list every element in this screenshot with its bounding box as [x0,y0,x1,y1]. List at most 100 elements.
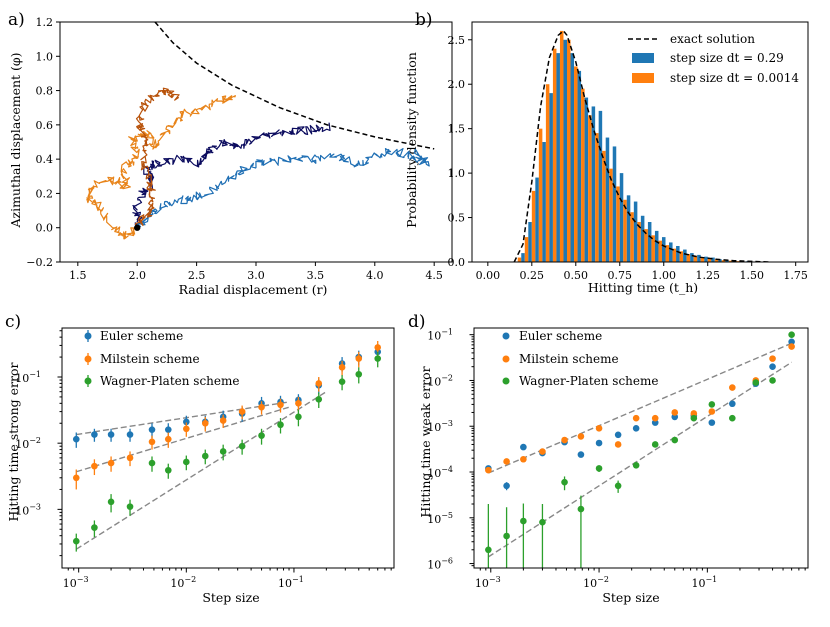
wagner-platen-scheme-point [578,506,585,513]
milstein-scheme-point [485,467,492,474]
panel-b-plot [514,31,769,262]
milstein-scheme-point [633,415,640,422]
panel-d-label: d) [408,312,426,332]
legend-dt0014-swatch [632,73,654,83]
panel-b-legend: exact solution step size dt = 0.29 step … [628,32,799,85]
fit-line [488,362,791,557]
legend-d-euler-label: Euler scheme [519,329,602,343]
panel-c-ytick-label: 10−3 [15,502,41,517]
euler-scheme-point [503,482,510,489]
milstein-scheme-point [596,425,603,432]
wagner-platen-scheme-point [485,546,492,553]
panel-b-ylabel: Probability density function [404,52,419,228]
hist-bar-dt029 [613,146,617,262]
milstein-scheme-point [355,355,362,362]
brownian-path-1 [133,123,330,228]
legend-d-wp-marker [503,378,510,385]
wagner-platen-scheme-point [165,467,172,474]
wagner-platen-scheme-point [788,331,795,338]
panel-d-xtick-label: 10−1 [691,575,717,590]
hist-bar-dt0014 [602,151,606,262]
milstein-scheme-point [671,409,678,416]
panel-d-ytick-label: 10−2 [427,373,453,388]
hist-bar-dt029 [606,138,610,262]
wagner-platen-scheme-point [561,479,568,486]
hist-bar-dt0014 [546,84,550,262]
milstein-scheme-point [615,441,622,448]
euler-scheme-point [165,426,172,433]
milstein-scheme-point [183,425,190,432]
panel-c-ytick-label: 10−2 [15,436,41,451]
hist-bar-dt029 [599,111,603,262]
euler-scheme-point [709,419,716,426]
wagner-platen-scheme-point [315,396,322,403]
brownian-path-2 [136,149,429,228]
milstein-scheme-point [108,460,115,467]
fit-line [76,402,289,435]
milstein-scheme-point [561,437,568,444]
panel-b-ytick-label: 1.0 [448,167,466,180]
wagner-platen-scheme-point [691,415,698,422]
hist-bar-dt0014 [553,49,557,262]
hist-bar-dt029 [669,242,673,262]
hist-bar-dt029 [528,222,532,262]
hist-bar-dt029 [676,246,680,262]
hist-bar-dt029 [683,250,687,262]
wagner-platen-scheme-point [539,519,546,526]
legend-d-wp-label: Wagner-Platen scheme [519,374,658,388]
panel-a-xlabel: Radial displacement (r) [179,282,328,297]
hist-bar-dt029 [697,255,701,262]
panel-b-ytick-label: 0.0 [448,256,466,269]
legend-exact-label: exact solution [670,32,755,46]
wagner-platen-scheme-point [596,465,603,472]
milstein-scheme-point [149,438,156,445]
milstein-scheme-point [709,408,716,415]
panel-b-label: b) [415,10,433,30]
milstein-scheme-point [578,433,585,440]
hist-bar-dt029 [690,253,694,262]
euler-scheme-point [769,363,776,370]
wagner-platen-scheme-point [258,432,265,439]
panel-a-ytick-label: 0.8 [36,85,54,98]
euler-scheme-point [615,432,622,439]
wagner-platen-scheme-point [73,538,80,545]
panel-c-xtick-label: 10−1 [278,575,304,590]
wagner-platen-scheme-point [355,371,362,378]
hist-bar-dt029 [542,142,546,262]
euler-scheme-point [108,431,115,438]
panel-a-frame [60,22,452,262]
panel-d-ytick-label: 10−4 [427,465,453,480]
panel-a-label: a) [8,10,25,30]
milstein-scheme-point [315,380,322,387]
panel-a-xtick-label: 4.5 [425,269,443,282]
panel-b-xtick-label: 0.50 [564,269,589,282]
wagner-platen-scheme-point [239,443,246,450]
panel-a-ytick-label: 0.2 [36,187,54,200]
panel-b-xtick-label: 1.75 [783,269,808,282]
panel-b-xtick-label: 1.25 [695,269,720,282]
wagner-platen-scheme-point [615,482,622,489]
panel-c-legend: Euler scheme Milstein scheme Wagner-Plat… [85,329,240,388]
euler-scheme-point [91,431,98,438]
hist-bar-dt029 [521,253,525,262]
hist-bar-dt0014 [525,237,529,262]
legend-dt029-label: step size dt = 0.29 [670,51,784,65]
hist-bar-dt0014 [595,133,599,262]
milstein-scheme-point [91,463,98,470]
panel-b-ytick-label: 2.5 [448,34,466,47]
hist-bar-dt029 [535,178,539,262]
panel-a-plot [87,22,434,239]
hist-bar-dt0014 [567,40,571,262]
wagner-platen-scheme-point [339,378,346,385]
milstein-scheme-point [652,415,659,422]
hist-bar-dt0014 [539,129,543,262]
hist-bar-dt029 [592,106,596,262]
legend-dt0014-label: step size dt = 0.0014 [670,71,799,85]
hist-bar-dt0014 [673,249,677,262]
panel-d-ytick-label: 10−5 [427,511,453,526]
wagner-platen-scheme-point [220,448,227,455]
milstein-scheme-point [769,355,776,362]
panel-a-ytick-label: 1.2 [36,16,54,29]
hist-bar-dt029 [571,53,575,262]
